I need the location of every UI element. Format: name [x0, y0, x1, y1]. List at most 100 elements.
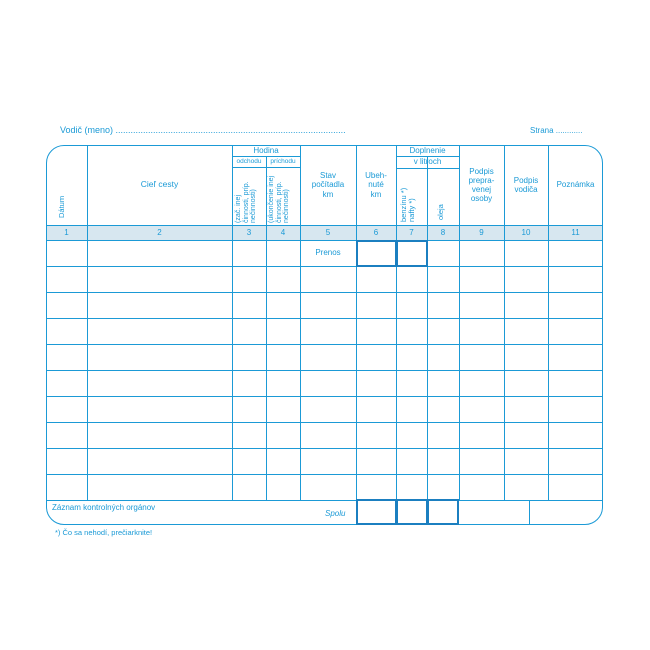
- table-cell[interactable]: [459, 370, 504, 396]
- table-cell[interactable]: [300, 318, 356, 344]
- table-cell[interactable]: [548, 344, 603, 370]
- table-cell[interactable]: [266, 370, 300, 396]
- table-cell[interactable]: [504, 318, 548, 344]
- table-cell[interactable]: [396, 448, 427, 474]
- table-cell[interactable]: [232, 474, 266, 500]
- table-cell[interactable]: [46, 448, 87, 474]
- table-cell[interactable]: [266, 266, 300, 292]
- table-cell[interactable]: [548, 266, 603, 292]
- table-cell[interactable]: [459, 266, 504, 292]
- table-cell[interactable]: [548, 292, 603, 318]
- total-distance-box[interactable]: [356, 499, 397, 525]
- table-cell[interactable]: [87, 474, 232, 500]
- table-cell[interactable]: [232, 396, 266, 422]
- table-cell[interactable]: [87, 396, 232, 422]
- table-cell[interactable]: [232, 240, 266, 266]
- table-cell[interactable]: [427, 266, 459, 292]
- table-cell[interactable]: [459, 448, 504, 474]
- table-cell[interactable]: [459, 292, 504, 318]
- table-cell[interactable]: [548, 474, 603, 500]
- table-cell[interactable]: [46, 292, 87, 318]
- table-cell[interactable]: [232, 344, 266, 370]
- table-cell[interactable]: [232, 448, 266, 474]
- table-cell[interactable]: [504, 266, 548, 292]
- table-cell[interactable]: [504, 448, 548, 474]
- table-cell[interactable]: [300, 292, 356, 318]
- table-cell[interactable]: [459, 396, 504, 422]
- carry-over-distance-box[interactable]: [356, 240, 397, 267]
- table-cell[interactable]: [459, 422, 504, 448]
- table-cell[interactable]: [356, 448, 396, 474]
- table-cell[interactable]: [548, 318, 603, 344]
- table-cell[interactable]: [46, 396, 87, 422]
- table-cell[interactable]: [266, 240, 300, 266]
- table-cell[interactable]: [87, 422, 232, 448]
- table-cell[interactable]: [356, 318, 396, 344]
- table-cell[interactable]: [396, 396, 427, 422]
- table-cell[interactable]: [87, 448, 232, 474]
- table-cell[interactable]: [548, 448, 603, 474]
- table-cell[interactable]: [46, 240, 87, 266]
- table-cell[interactable]: [427, 318, 459, 344]
- table-cell[interactable]: [87, 266, 232, 292]
- table-cell[interactable]: [46, 266, 87, 292]
- table-cell[interactable]: [427, 292, 459, 318]
- table-cell[interactable]: [396, 318, 427, 344]
- table-cell[interactable]: [300, 422, 356, 448]
- table-cell[interactable]: [356, 292, 396, 318]
- table-cell[interactable]: [87, 370, 232, 396]
- table-cell[interactable]: [504, 422, 548, 448]
- table-cell[interactable]: [459, 240, 504, 266]
- table-cell[interactable]: [232, 370, 266, 396]
- table-cell[interactable]: [266, 292, 300, 318]
- table-cell[interactable]: [427, 370, 459, 396]
- page-number-field[interactable]: Strana ............: [530, 126, 583, 135]
- table-cell[interactable]: [459, 474, 504, 500]
- table-cell[interactable]: [548, 396, 603, 422]
- table-cell[interactable]: [459, 344, 504, 370]
- table-cell[interactable]: [356, 370, 396, 396]
- carry-over-fuel-box[interactable]: [396, 240, 428, 267]
- table-cell[interactable]: [232, 318, 266, 344]
- table-cell[interactable]: [266, 474, 300, 500]
- table-cell[interactable]: [356, 344, 396, 370]
- table-cell[interactable]: [87, 292, 232, 318]
- table-cell[interactable]: [266, 448, 300, 474]
- table-cell[interactable]: [46, 344, 87, 370]
- table-cell[interactable]: [504, 240, 548, 266]
- table-cell[interactable]: [427, 474, 459, 500]
- table-cell[interactable]: [356, 396, 396, 422]
- table-cell[interactable]: [266, 396, 300, 422]
- table-cell[interactable]: [300, 344, 356, 370]
- table-cell[interactable]: [46, 474, 87, 500]
- table-cell[interactable]: [232, 292, 266, 318]
- table-cell[interactable]: [232, 422, 266, 448]
- table-cell[interactable]: [427, 422, 459, 448]
- table-cell[interactable]: [87, 240, 232, 266]
- table-cell[interactable]: [232, 266, 266, 292]
- table-cell[interactable]: [87, 318, 232, 344]
- table-cell[interactable]: [46, 370, 87, 396]
- table-cell[interactable]: [46, 422, 87, 448]
- table-cell[interactable]: [396, 266, 427, 292]
- table-cell[interactable]: [548, 370, 603, 396]
- table-cell[interactable]: [459, 318, 504, 344]
- table-cell[interactable]: [427, 344, 459, 370]
- table-cell[interactable]: [46, 318, 87, 344]
- table-cell[interactable]: [396, 422, 427, 448]
- table-cell[interactable]: [396, 292, 427, 318]
- table-cell[interactable]: [300, 448, 356, 474]
- table-cell[interactable]: [396, 474, 427, 500]
- table-cell[interactable]: [504, 344, 548, 370]
- table-cell[interactable]: [356, 474, 396, 500]
- table-cell[interactable]: [266, 422, 300, 448]
- table-cell[interactable]: [504, 474, 548, 500]
- table-cell[interactable]: [427, 240, 459, 266]
- table-cell[interactable]: [427, 396, 459, 422]
- total-fuel-box[interactable]: [396, 499, 428, 525]
- table-cell[interactable]: [266, 344, 300, 370]
- table-cell[interactable]: [396, 344, 427, 370]
- table-cell[interactable]: [300, 370, 356, 396]
- table-cell[interactable]: [504, 370, 548, 396]
- driver-name-field[interactable]: Vodič (meno) ...........................…: [60, 125, 346, 135]
